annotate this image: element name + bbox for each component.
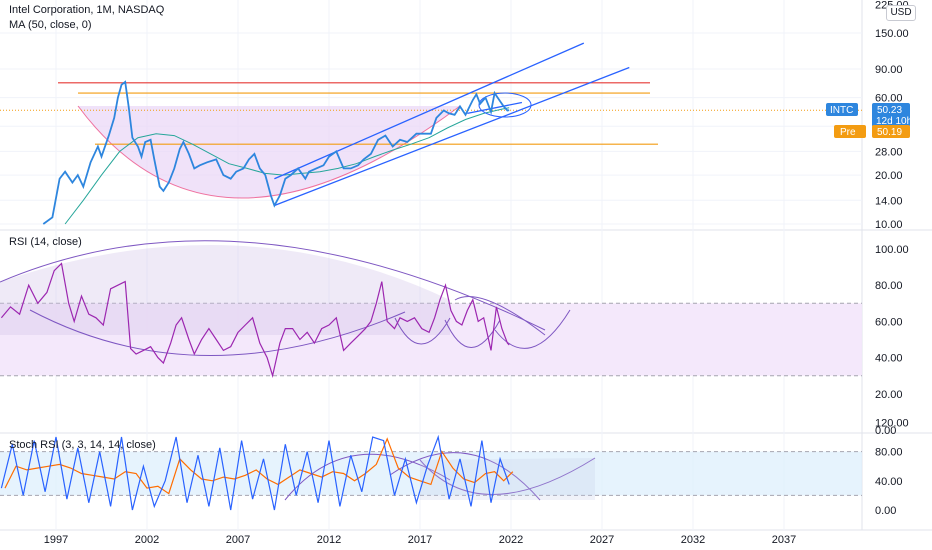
- time-tick-label: 2027: [590, 534, 614, 546]
- time-tick-label: 2007: [226, 534, 250, 546]
- stoch-k-line: [0, 434, 510, 511]
- price-tick-label: 150.00: [875, 28, 909, 40]
- chart-title: Intel Corporation, 1M, NASDAQ: [9, 4, 165, 16]
- stoch-d-line: [4, 437, 514, 495]
- ma-legend[interactable]: MA (50, close, 0): [9, 19, 92, 31]
- price-tick-label: 90.00: [875, 64, 903, 76]
- rsi-small-dome: [454, 296, 546, 336]
- time-tick-label: 2012: [317, 534, 341, 546]
- currency-button[interactable]: USD: [886, 5, 916, 21]
- rsi-tick-label: 80.00: [875, 280, 903, 292]
- price-tick-label: 28.00: [875, 146, 903, 158]
- channel-trendline[interactable]: [274, 42, 585, 180]
- rsi-dome-arc: [0, 240, 546, 331]
- rsi-line: [0, 262, 510, 379]
- time-axis[interactable]: 1997 2002 2007 2012 2017 2022 2027 2032 2037: [44, 534, 796, 546]
- stoch-arc-2: [389, 452, 541, 501]
- rsi-tick-label: 60.00: [875, 316, 903, 328]
- stoch-tick-label: 120.00: [875, 417, 909, 429]
- time-tick-label: 2002: [135, 534, 159, 546]
- last-price-tag: 50.23: [877, 105, 902, 116]
- pre-label-tag: Pre: [840, 127, 856, 138]
- rsi-small-bowl-1: [394, 317, 451, 345]
- cup-fill: [78, 106, 460, 198]
- stoch-band: [0, 451, 862, 496]
- rsi-tick-label: 0.00: [875, 425, 896, 437]
- last-price-tag-bg: [872, 103, 910, 127]
- stoch-arc-1: [284, 453, 451, 501]
- channel-trendline[interactable]: [467, 101, 523, 115]
- stoch-rsi-legend[interactable]: Stoch RSI (3, 3, 14, 14, close): [9, 439, 156, 451]
- stoch-arc-3: [419, 457, 596, 495]
- time-tick-label: 1997: [44, 534, 68, 546]
- rsi-tick-label: 100.00: [875, 244, 909, 256]
- time-tick-label: 2022: [499, 534, 523, 546]
- pane-backgrounds: [0, 0, 932, 531]
- rsi-legend[interactable]: RSI (14, close): [9, 236, 82, 248]
- rsi-band: [0, 303, 862, 376]
- price-tick-label: 20.00: [875, 170, 903, 182]
- time-tick-label: 2037: [772, 534, 796, 546]
- price-tags: INTC 50.23 12d 10h Pre 50.19: [826, 103, 912, 138]
- stoch-tick-label: 0.00: [875, 505, 896, 517]
- price-line: [42, 80, 510, 225]
- time-tick-label: 2017: [408, 534, 432, 546]
- top-ellipse: [478, 92, 532, 118]
- price-pane[interactable]: [0, 42, 862, 225]
- symbol-tag-bg: [826, 103, 858, 116]
- price-axis[interactable]: 225.00150.0090.0060.0040.0028.0020.0014.…: [875, 0, 909, 517]
- pre-tag-bg: [834, 125, 866, 138]
- stoch-tick-label: 80.00: [875, 447, 903, 459]
- rsi-dome-fill: [0, 245, 450, 335]
- rsi-small-bowl-3: [494, 309, 571, 349]
- price-tick-label: 60.00: [875, 93, 903, 105]
- rsi-tick-label: 20.00: [875, 389, 903, 401]
- rsi-bowl-arc: [29, 309, 406, 356]
- stoch-tick-label: 40.00: [875, 476, 903, 488]
- channel-trendline[interactable]: [274, 66, 630, 207]
- price-tick-label: 14.00: [875, 195, 903, 207]
- time-tick-label: 2032: [681, 534, 705, 546]
- rsi-pane[interactable]: [0, 240, 862, 379]
- price-tick-label: 10.00: [875, 219, 903, 231]
- symbol-tag: INTC: [830, 105, 853, 116]
- rsi-tick-label: 40.00: [875, 353, 903, 365]
- countdown-tag: 12d 10h: [876, 116, 912, 127]
- pre-value-tag-bg: [872, 125, 910, 138]
- pre-value-tag: 50.19: [877, 127, 902, 138]
- stoch-rsi-pane[interactable]: [0, 434, 862, 511]
